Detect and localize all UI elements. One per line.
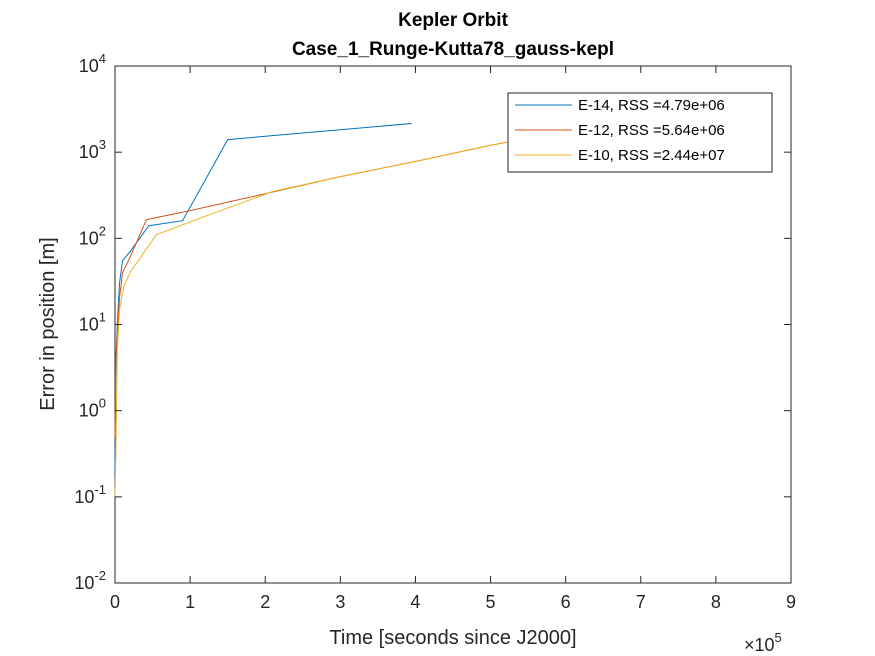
x-tick-label: 7 <box>636 592 646 612</box>
legend: E-14, RSS =4.79e+06 E-12, RSS =5.64e+06 E-… <box>507 92 773 173</box>
y-tick-label-exponent: 0 <box>99 396 106 411</box>
series-line-3 <box>114 136 536 497</box>
y-tick-label-exponent: 4 <box>99 51 106 66</box>
y-tick-label: 102 <box>79 223 106 248</box>
y-tick-label-base: 10 <box>79 228 99 248</box>
x-tick-label: 5 <box>486 592 496 612</box>
series-layer <box>114 123 536 497</box>
y-tick-label: 100 <box>79 396 106 421</box>
chart-title-line-2: Case_1_Runge-Kutta78_gauss-kepl <box>292 39 614 60</box>
y-axis-label: Error in position [m] <box>37 237 59 410</box>
x-axis-exponent: ×105 <box>744 630 782 655</box>
legend-label-1: E-14, RSS =4.79e+06 <box>578 97 725 114</box>
y-tick-label-base: 10 <box>74 487 94 507</box>
y-tick-label-base: 10 <box>79 401 99 421</box>
y-tick-label-exponent: 3 <box>99 137 106 152</box>
legend-box <box>507 92 773 173</box>
x-tick-label: 1 <box>185 592 195 612</box>
legend-label-3: E-10, RSS =2.44e+07 <box>578 147 725 164</box>
y-tick-label: 104 <box>79 51 106 76</box>
x-tick-label: 0 <box>110 592 120 612</box>
chart-title-line-1: Kepler Orbit <box>398 10 508 31</box>
x-tick-label: 2 <box>260 592 270 612</box>
legend-label-2: E-12, RSS =5.64e+06 <box>578 122 725 139</box>
y-tick-label-exponent: 2 <box>99 223 106 238</box>
x-axis-exponent-base: ×10 <box>744 635 775 655</box>
x-tick-label: 9 <box>786 592 796 612</box>
y-tick-label-exponent: 1 <box>99 310 106 325</box>
x-tick-label: 6 <box>561 592 571 612</box>
y-tick-label-base: 10 <box>74 573 94 593</box>
x-axis-label: Time [seconds since J2000] <box>329 627 576 649</box>
y-tick-label-base: 10 <box>79 315 99 335</box>
y-tick-label-exponent: -1 <box>94 482 106 497</box>
y-tick-label: 103 <box>79 137 106 162</box>
x-tick-label: 8 <box>711 592 721 612</box>
x-tick-label: 4 <box>410 592 420 612</box>
y-tick-label: 10-2 <box>74 568 106 593</box>
x-axis-exponent-power: 5 <box>775 630 782 645</box>
y-tick-label-base: 10 <box>79 56 99 76</box>
x-tick-label: 3 <box>335 592 345 612</box>
y-tick-label-base: 10 <box>79 142 99 162</box>
y-tick-label: 101 <box>79 310 106 335</box>
y-tick-label-exponent: -2 <box>94 568 106 583</box>
y-tick-label: 10-1 <box>74 482 106 507</box>
